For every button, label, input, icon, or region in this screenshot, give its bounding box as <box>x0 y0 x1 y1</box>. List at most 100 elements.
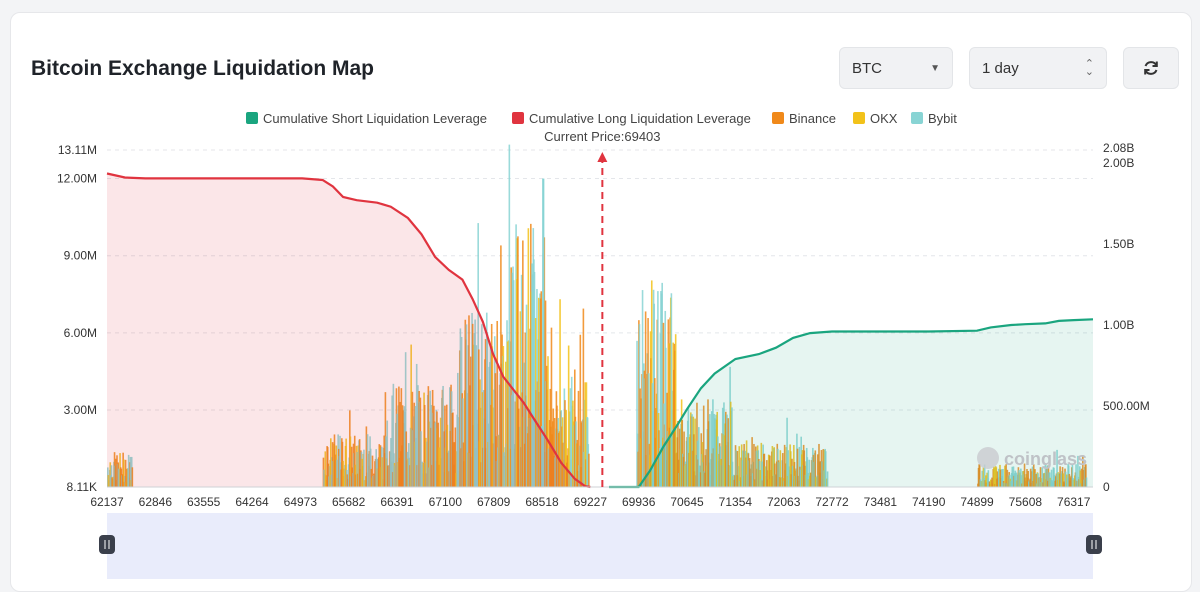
volume-bar <box>736 450 739 487</box>
volume-bar <box>1035 474 1037 487</box>
x-tick-label: 70645 <box>670 495 704 509</box>
volume-bar <box>639 388 641 487</box>
volume-bar <box>687 406 690 487</box>
current-price-marker: Current Price:69403 <box>544 129 661 487</box>
volume-bar <box>1085 464 1087 487</box>
volume-bar <box>668 343 670 487</box>
volume-bar <box>781 453 784 487</box>
volume-bar <box>369 448 372 487</box>
volume-bar <box>786 417 788 487</box>
volume-bar <box>1085 477 1088 487</box>
volume-bar <box>471 323 474 487</box>
page-title: Bitcoin Exchange Liquidation Map <box>31 57 375 80</box>
volume-bar <box>386 420 389 487</box>
y-right-tick-label: 0 <box>1103 480 1110 494</box>
volume-bar <box>674 334 677 487</box>
time-range-select[interactable]: 1 day ⌃ ⌄ <box>969 47 1107 89</box>
volume-bar <box>439 417 442 487</box>
volume-bar <box>824 451 827 487</box>
x-tick-label: 74899 <box>960 495 994 509</box>
volume-bar <box>1038 476 1041 487</box>
x-tick-label: 68518 <box>525 495 559 509</box>
volume-bar <box>769 455 771 487</box>
volume-bar <box>1056 449 1058 487</box>
volume-bar <box>727 418 730 487</box>
volume-bar <box>525 304 528 487</box>
refresh-button[interactable] <box>1123 47 1179 89</box>
volume-bar <box>657 291 659 487</box>
volume-bar <box>484 339 487 487</box>
volume-bar <box>339 435 341 487</box>
volume-bar <box>677 420 679 487</box>
legend-swatch <box>512 112 524 124</box>
legend-label[interactable]: Cumulative Short Liquidation Leverage <box>263 111 487 126</box>
volume-bar <box>995 467 998 487</box>
volume-bar <box>738 446 741 487</box>
y-right-tick-label: 500.00M <box>1103 399 1150 413</box>
volume-bar <box>474 319 476 487</box>
volume-bar <box>691 414 693 487</box>
volume-bar <box>1075 464 1077 487</box>
volume-bar <box>479 407 482 487</box>
volume-bar <box>796 448 799 487</box>
x-tick-label: 62846 <box>139 495 173 509</box>
volume-bar <box>644 311 647 487</box>
volume-bar <box>517 236 519 487</box>
legend-label[interactable]: Cumulative Long Liquidation Leverage <box>529 111 751 126</box>
watermark: coinglass <box>977 447 1087 469</box>
volume-bar <box>363 449 365 487</box>
volume-bar <box>745 440 748 487</box>
volume-bar <box>569 388 572 487</box>
volume-bar <box>129 456 132 487</box>
volume-bar <box>349 436 352 487</box>
volume-bar <box>978 464 981 487</box>
volume-bar <box>759 470 761 487</box>
volume-bar <box>434 422 436 487</box>
legend-swatch <box>246 112 258 124</box>
volume-bar <box>577 390 580 487</box>
volume-bar <box>486 332 489 487</box>
slider-track[interactable] <box>107 513 1093 579</box>
volume-bar <box>124 459 127 487</box>
legend-label[interactable]: Bybit <box>928 111 957 126</box>
volume-bar <box>793 461 796 487</box>
volume-bar <box>1050 469 1053 487</box>
volume-bar <box>766 460 768 487</box>
volume-bar <box>564 400 566 487</box>
legend-label[interactable]: OKX <box>870 111 898 126</box>
volume-bar <box>694 418 696 487</box>
y-left-tick-label: 3.00M <box>64 403 97 417</box>
x-tick-label: 74190 <box>912 495 946 509</box>
volume-bar <box>698 427 700 487</box>
volume-bar <box>661 282 663 487</box>
legend-swatch <box>772 112 784 124</box>
volume-bar <box>1004 465 1006 487</box>
symbol-select[interactable]: BTC ▼ <box>839 47 953 89</box>
volume-bar <box>693 434 695 487</box>
volume-bar <box>1059 466 1061 487</box>
volume-bar <box>987 470 990 487</box>
volume-bar <box>779 450 782 487</box>
long-cumulative-area <box>107 173 591 487</box>
x-tick-label: 63555 <box>187 495 221 509</box>
volume-bar <box>1027 470 1030 487</box>
volume-bar <box>791 465 794 487</box>
volume-bar <box>567 345 570 487</box>
legend-swatch <box>853 112 865 124</box>
legend-label[interactable]: Binance <box>789 111 836 126</box>
chart-axes: 8.11K 3.00M 6.00M 9.00M 12.00M 13.11M 0 500.00M… <box>57 141 1150 509</box>
slider-handle-right[interactable] <box>1086 535 1102 554</box>
volume-bar <box>533 271 536 487</box>
volume-bar <box>709 414 711 487</box>
volume-bar <box>822 449 825 487</box>
volume-bar <box>410 344 412 487</box>
volume-bar <box>342 460 344 487</box>
volume-bar <box>547 356 549 487</box>
volume-bar <box>702 405 705 487</box>
slider-handle-left[interactable] <box>99 535 115 554</box>
symbol-select-value: BTC <box>852 59 882 77</box>
volume-bar <box>510 267 512 487</box>
volume-bar <box>789 451 792 487</box>
range-slider[interactable] <box>99 513 1102 579</box>
volume-bar <box>1068 473 1071 487</box>
